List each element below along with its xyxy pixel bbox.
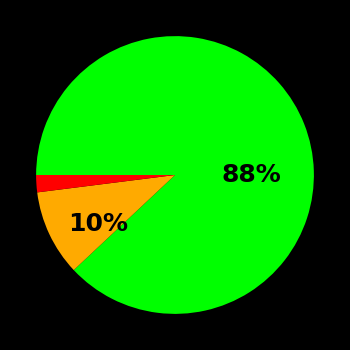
Wedge shape: [37, 175, 175, 270]
Wedge shape: [36, 36, 314, 314]
Text: 10%: 10%: [69, 212, 128, 236]
Text: 88%: 88%: [222, 163, 281, 187]
Wedge shape: [36, 175, 175, 192]
